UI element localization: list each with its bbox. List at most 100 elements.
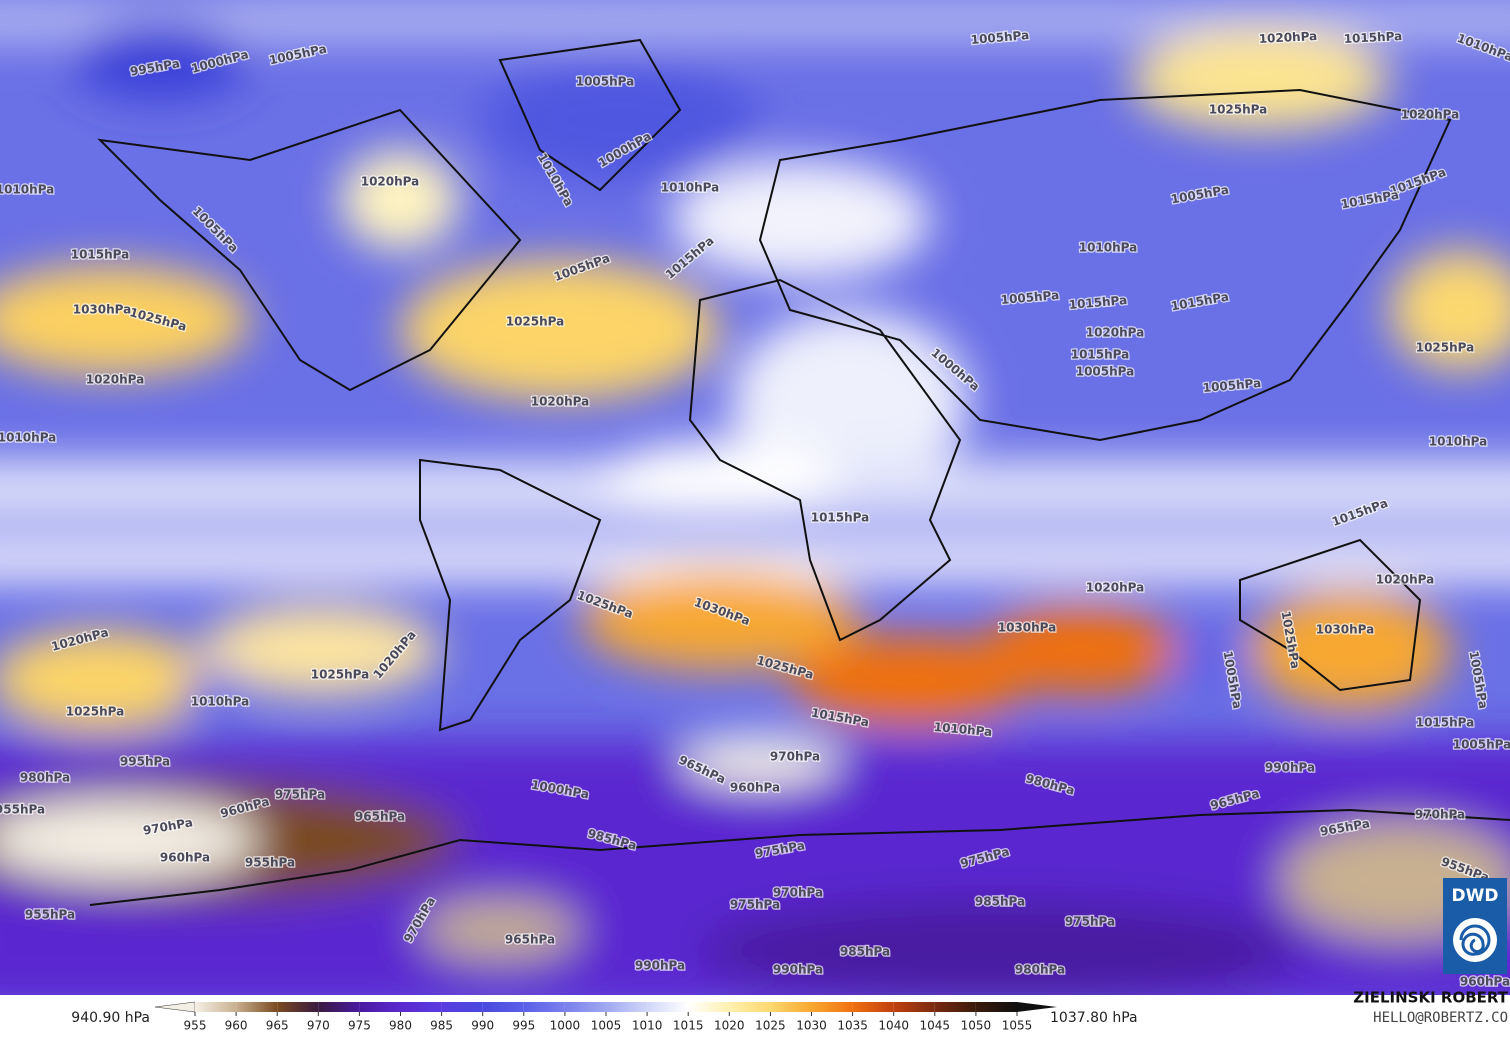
colorbar-segment <box>523 1002 565 1012</box>
colorbar-segment <box>277 1002 319 1012</box>
isobar-label: 1020hPa <box>1401 108 1460 122</box>
colorbar-tick-label: 975 <box>348 1019 371 1033</box>
isobar-label: 1005hPa <box>1453 738 1510 752</box>
isobar-label: 955hPa <box>0 803 45 817</box>
isobar-label: 955hPa <box>245 856 295 870</box>
colorbar-segment <box>688 1002 730 1012</box>
antarctica-coast <box>89 808 1510 906</box>
logo-text: DWD <box>1452 886 1499 906</box>
isobar-label: 1020hPa <box>1086 581 1145 595</box>
isobar-label: 960hPa <box>730 781 780 795</box>
colorbar-tick-label: 1050 <box>961 1019 992 1033</box>
isobar-label: 970hPa <box>1415 808 1465 822</box>
colorbar-segment <box>236 1002 278 1012</box>
isobar-label: 1015hPa <box>1343 29 1402 46</box>
isobar-label: 1025hPa <box>1209 103 1268 117</box>
colorbar-arrow-min <box>154 1001 196 1013</box>
isobar-label: 1025hPa <box>506 315 565 329</box>
isobar-label: 1020hPa <box>531 395 590 409</box>
isobar-label: 1015hPa <box>811 511 870 525</box>
isobar-label: 975hPa <box>730 898 780 912</box>
isobar-label: 990hPa <box>1265 761 1315 775</box>
colorbar-segment <box>647 1002 689 1012</box>
colorbar-tick-label: 990 <box>471 1019 494 1033</box>
colorbar-tick-label: 985 <box>430 1019 453 1033</box>
coastlines <box>97 38 1452 732</box>
isobar-label: 1005hPa <box>576 75 635 89</box>
colorbar-segment <box>729 1002 771 1012</box>
isobar-label: 960hPa <box>160 851 210 865</box>
colorbar-tick-label: 1010 <box>632 1019 663 1033</box>
colorbar-tick-label: 965 <box>266 1019 289 1033</box>
isobar-label: 970hPa <box>770 750 820 764</box>
colorbar-tick-label: 1020 <box>714 1019 745 1033</box>
colorbar-tick-label: 970 <box>307 1019 330 1033</box>
credit-name: ZIELINSKI ROBERT <box>1353 989 1508 1007</box>
isobar-label: 1020hPa <box>361 175 420 189</box>
isobar-label: 995hPa <box>120 755 170 769</box>
colorbar-arrow-max <box>1017 1002 1057 1012</box>
colorbar-segment <box>318 1002 360 1012</box>
isobar-label: 1005hPa <box>1000 288 1060 307</box>
isobar-label: 1010hPa <box>661 181 720 195</box>
colorbar-tick-label: 995 <box>512 1019 535 1033</box>
colorbar-tick-label: 1005 <box>591 1019 622 1033</box>
colorbar-segment <box>606 1002 648 1012</box>
isobar-label: 1010hPa <box>933 720 993 739</box>
colorbar-tick-label: 1040 <box>878 1019 909 1033</box>
colorbar-segment <box>934 1002 976 1012</box>
isobar-label: 1020hPa <box>1258 29 1317 46</box>
colorbar-segment <box>811 1002 853 1012</box>
colorbar-segment <box>441 1002 483 1012</box>
isobar-label: 985hPa <box>975 895 1025 909</box>
isobar-label: 985hPa <box>840 945 890 959</box>
isobar-label: 1010hPa <box>0 431 56 445</box>
colorbar-tick-label: 1025 <box>755 1019 786 1033</box>
colorbar-tick-label: 1035 <box>837 1019 868 1033</box>
colorbar-segment <box>893 1002 935 1012</box>
isobar-label: 1015hPa <box>1071 348 1130 362</box>
colorbar-tick-label: 1045 <box>920 1019 951 1033</box>
colorbar-segment <box>400 1002 442 1012</box>
colorbar-tick-label: 1030 <box>796 1019 827 1033</box>
colorbar-tick-label: 955 <box>184 1019 207 1033</box>
isobar-label: 1020hPa <box>86 373 145 387</box>
colorbar-segment <box>852 1002 894 1012</box>
colorbar-segment <box>564 1002 606 1012</box>
colorbar-tick-label: 960 <box>225 1019 248 1033</box>
colorbar-tick-label: 1015 <box>673 1019 704 1033</box>
isobar-label: 965hPa <box>505 933 555 947</box>
colorbar-segment <box>195 1002 237 1012</box>
color-legend: 955 960 965 970 975 980 985 990 995 1000 1005 1010 1… <box>71 1001 1138 1033</box>
credit-contact: HELLO@ROBERTZ.CO <box>1373 1010 1508 1026</box>
dwd-logo: DWD <box>1443 878 1507 974</box>
isobar-label: 975hPa <box>1065 915 1115 929</box>
isobar-label: 955hPa <box>25 908 75 922</box>
isobar-label: 960hPa <box>1460 975 1510 989</box>
legend-max-label: 1037.80 hPa <box>1050 1010 1138 1026</box>
isobar-label: 980hPa <box>1015 963 1065 977</box>
isobar-label: 1005hPa <box>970 28 1030 47</box>
isobar-label: 1020hPa <box>1086 326 1145 340</box>
isobar-label: 1010hPa <box>1429 435 1488 449</box>
isobar-label: 1015hPa <box>1416 716 1475 730</box>
isobar-label: 970hPa <box>773 886 823 900</box>
isobar-label: 980hPa <box>20 771 70 785</box>
isobar-label: 1030hPa <box>73 303 132 317</box>
isobar-label: 965hPa <box>355 810 405 824</box>
legend-min-label: 940.90 hPa <box>71 1010 150 1026</box>
isobar-label: 1015hPa <box>71 248 130 262</box>
isobar-label: 1025hPa <box>66 705 125 719</box>
isobar-label: 990hPa <box>635 959 685 973</box>
colorbar-tick-label: 980 <box>389 1019 412 1033</box>
isobar-label: 1025hPa <box>1416 341 1475 355</box>
colorbar-segment <box>359 1002 401 1012</box>
isobar-label: 1010hPa <box>191 695 250 709</box>
isobar-label: 1020hPa <box>1376 573 1435 587</box>
isobar-label: 1005hPa <box>1076 365 1135 379</box>
colorbar-tick-label: 1000 <box>550 1019 581 1033</box>
isobar-label: 1010hPa <box>1079 241 1138 255</box>
isobar-label: 1010hPa <box>0 183 54 197</box>
